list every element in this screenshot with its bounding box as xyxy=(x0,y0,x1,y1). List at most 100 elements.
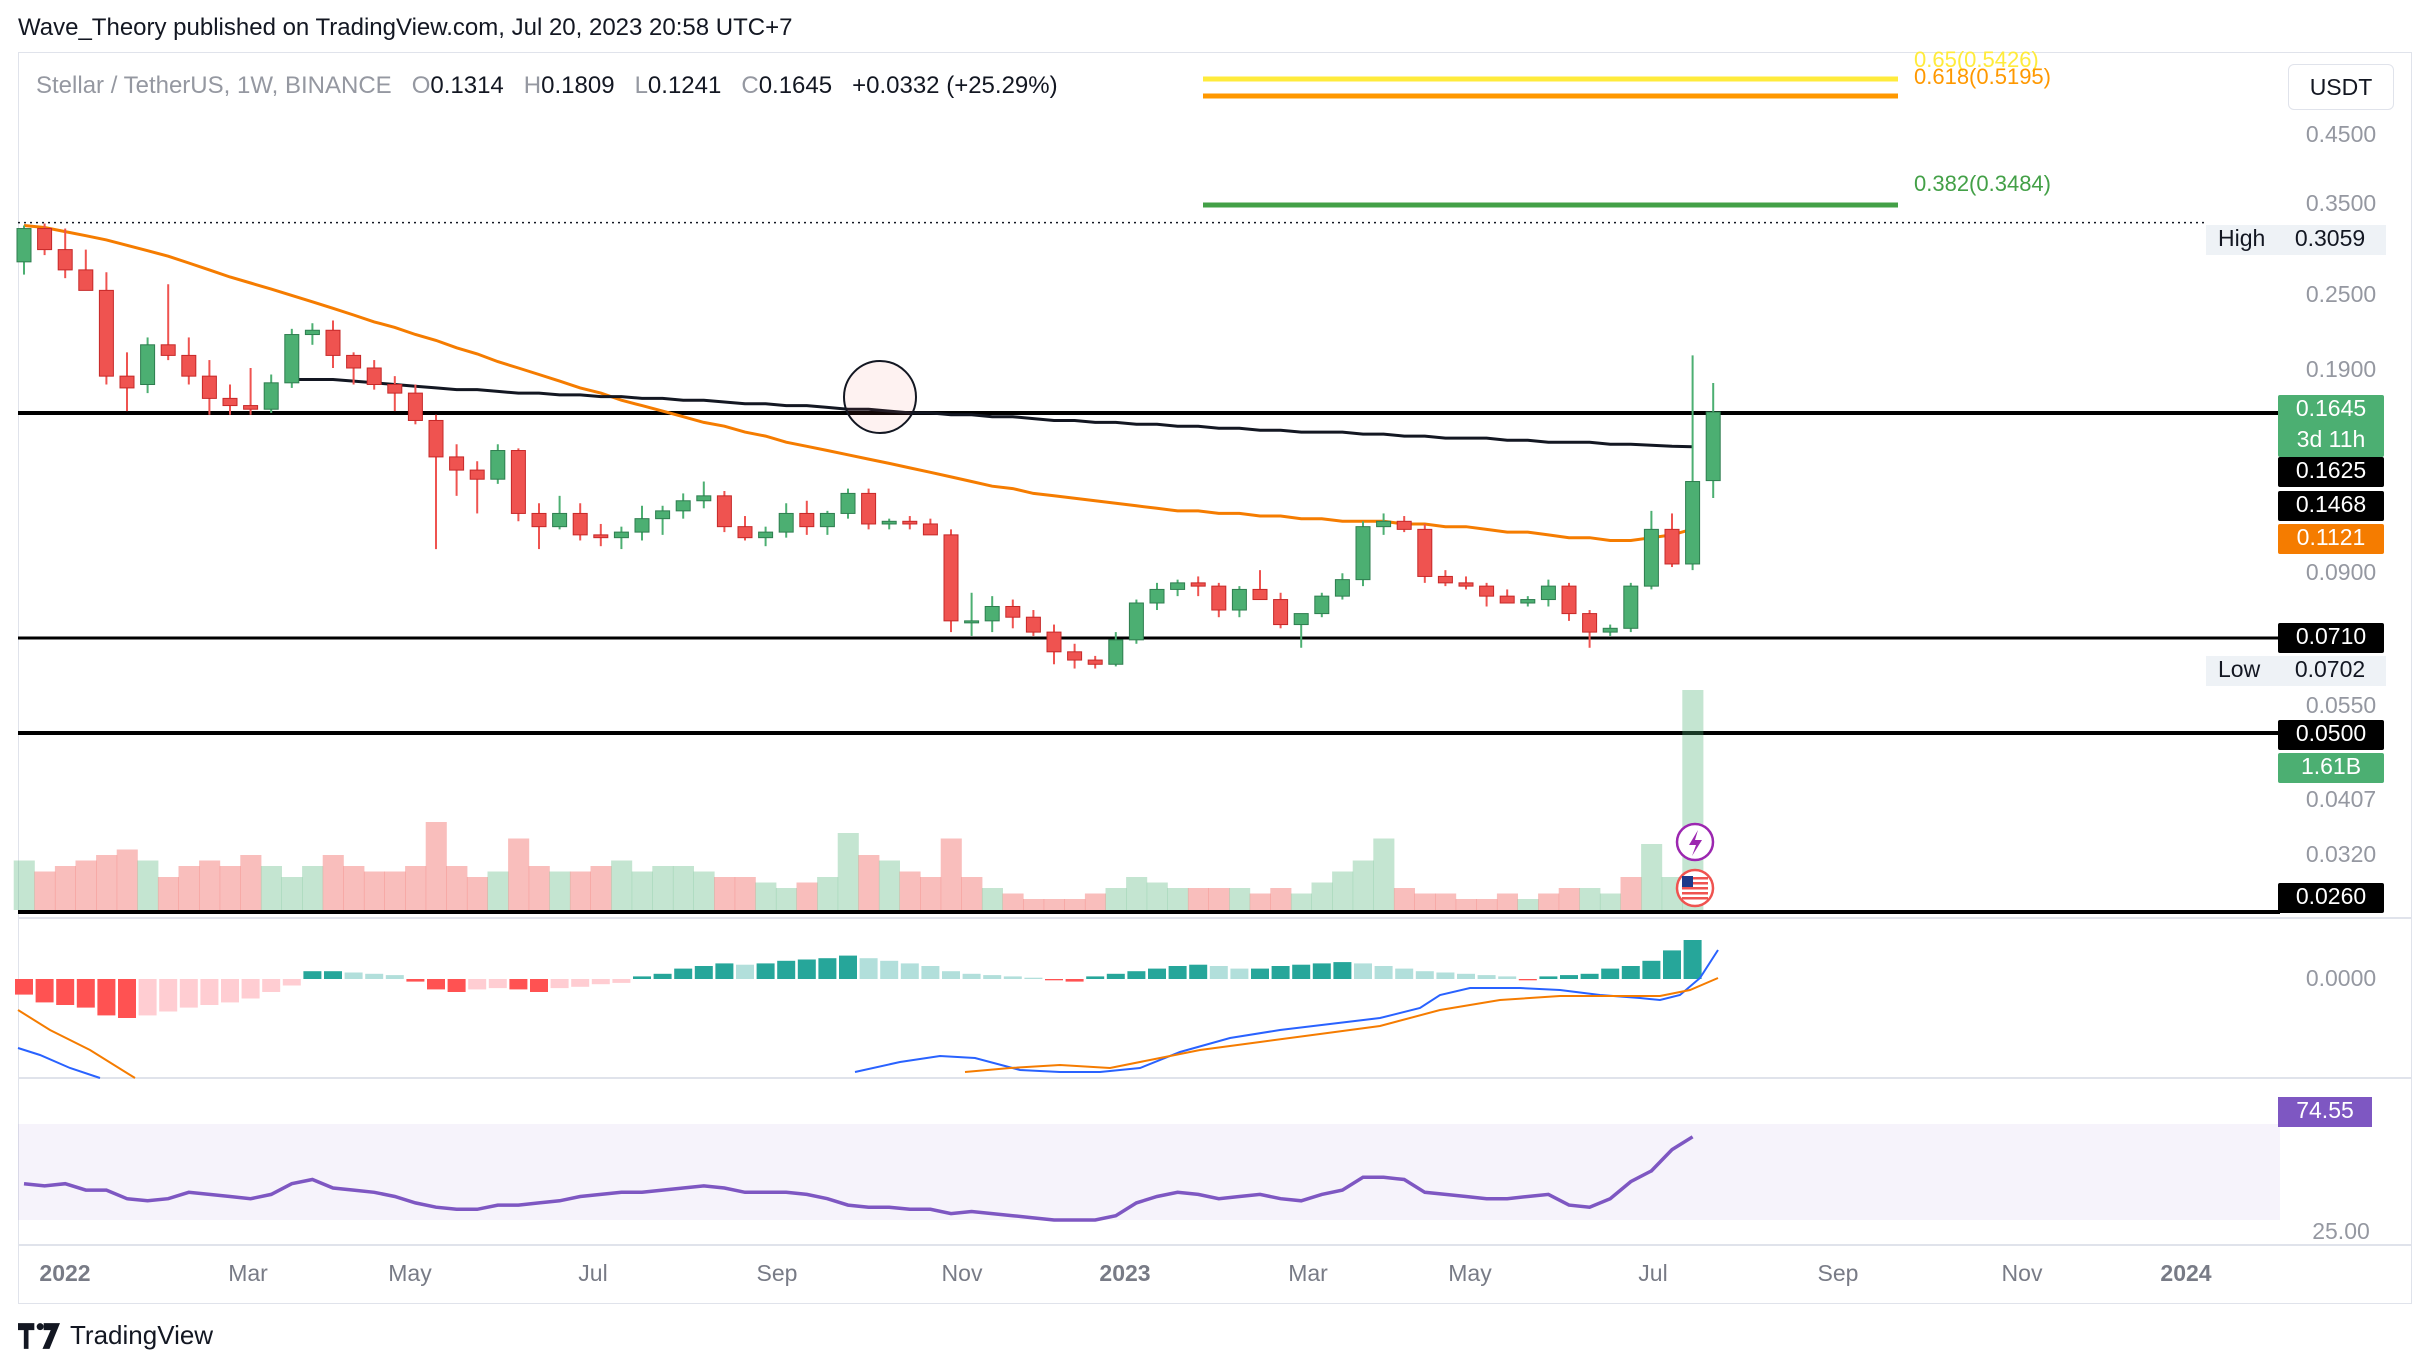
low-tag: Low 0.0702 xyxy=(2206,656,2386,686)
candle-body xyxy=(160,344,176,356)
price-tick-label: 0.4500 xyxy=(2306,121,2376,147)
candle-body xyxy=(1211,585,1227,611)
flag-stripe xyxy=(1682,887,1708,890)
price-label-1.61B: 1.61B xyxy=(2278,753,2384,783)
volume-bar xyxy=(1002,893,1024,910)
volume-bar xyxy=(1146,882,1168,910)
candle-body xyxy=(1582,613,1598,633)
volume-bar xyxy=(1311,882,1333,910)
price-tick-label: 0.2500 xyxy=(2306,281,2376,307)
macd-histogram-bar xyxy=(1436,972,1455,979)
price-label-0.1121-bg xyxy=(2278,524,2384,554)
macd-histogram-bar xyxy=(777,960,796,979)
price-tick-label: 0.0407 xyxy=(2306,786,2376,812)
legend-h-label: H xyxy=(523,72,542,99)
volume-bar xyxy=(549,871,571,910)
volume-bar xyxy=(1229,888,1251,910)
candle-body xyxy=(1499,595,1515,604)
macd-zero-label: 0.0000 xyxy=(2306,965,2376,991)
macd-histogram-bar xyxy=(1560,975,1578,979)
candle-body xyxy=(1520,599,1536,604)
volume-bar xyxy=(1558,888,1580,910)
candle-body xyxy=(1602,627,1618,633)
volume-bar xyxy=(1187,888,1209,910)
price-label-0.0500: 0.0500 xyxy=(2278,720,2384,750)
candle-body xyxy=(304,329,320,336)
rsi-value-bg xyxy=(2278,1097,2372,1127)
candle-body xyxy=(552,512,568,528)
candle-body xyxy=(1293,613,1309,626)
volume-bar xyxy=(466,877,488,910)
candle-body xyxy=(655,510,671,520)
volume-bar xyxy=(1270,888,1292,910)
volume-bar xyxy=(817,877,839,910)
volume-bar xyxy=(837,833,859,910)
macd-histogram-bar xyxy=(179,979,198,1008)
volume-bar xyxy=(672,866,694,910)
high-tag-label: High xyxy=(2218,225,2265,251)
candle-body xyxy=(799,512,815,528)
macd-histogram-bar xyxy=(1518,979,1537,981)
macd-histogram-bar xyxy=(282,979,301,986)
volume-bar xyxy=(1455,899,1477,910)
volume-bar xyxy=(446,866,468,910)
volume-bar xyxy=(631,871,653,910)
flag-stripe xyxy=(1682,897,1708,900)
macd-histogram-bar xyxy=(694,966,713,979)
candle-body xyxy=(1643,528,1659,587)
candle-body xyxy=(1458,582,1474,587)
macd-histogram-bar xyxy=(1148,968,1166,979)
candle-body xyxy=(902,520,918,525)
time-tick-label: Mar xyxy=(228,1260,268,1286)
macd-histogram-bar xyxy=(1457,973,1475,979)
candle-body xyxy=(346,354,362,369)
time-tick-label: May xyxy=(1448,1260,1492,1286)
time-tick-label: Nov xyxy=(2002,1260,2043,1286)
macd-histogram-bar xyxy=(1580,973,1599,979)
rsi-value-text: 74.55 xyxy=(2296,1097,2354,1123)
candle-body xyxy=(1705,411,1721,482)
candle-body xyxy=(778,512,794,533)
macd-histogram-bar xyxy=(1292,964,1311,979)
volume-bar xyxy=(178,866,200,910)
volume-bar xyxy=(569,871,591,910)
price-tick-label: 0.0900 xyxy=(2306,559,2376,585)
macd-histogram-bar xyxy=(612,979,631,983)
fib-label-0.65: 0.65(0.5426) xyxy=(1914,47,2039,72)
candle-body xyxy=(1376,520,1392,528)
macd-histogram-bar xyxy=(509,979,528,990)
macd-histogram-bar xyxy=(406,979,425,982)
candle-body xyxy=(1087,659,1103,665)
macd-histogram-bar xyxy=(303,971,322,979)
volume-bar xyxy=(1538,893,1560,910)
volume-bar xyxy=(425,822,447,910)
volume-bar xyxy=(878,860,900,910)
candle-body xyxy=(201,375,217,399)
currency-button[interactable]: USDT xyxy=(2288,64,2394,110)
price-label-0.0500-text: 0.0500 xyxy=(2296,720,2366,746)
price-tick-label: 0.1900 xyxy=(2306,356,2376,382)
volume-bar xyxy=(1517,899,1539,910)
candle-body xyxy=(449,456,465,471)
candle-body xyxy=(1149,588,1165,604)
time-tick-label: 2022 xyxy=(39,1260,90,1286)
low-tag-value: 0.0702 xyxy=(2295,656,2365,682)
volume-bar xyxy=(1290,893,1312,910)
price-label-0.0710-bg xyxy=(2278,623,2384,653)
volume-bar xyxy=(34,871,56,910)
macd-histogram-bar xyxy=(1477,975,1496,979)
volume-bar xyxy=(611,860,633,910)
volume-bar xyxy=(219,866,241,910)
candle-body xyxy=(861,492,877,525)
price-label-0.1121: 0.1121 xyxy=(2278,524,2384,554)
price-tick-label: 0.3500 xyxy=(2306,190,2376,216)
candle-body xyxy=(78,269,94,291)
macd-histogram-bar xyxy=(97,979,116,1016)
legend-l-label: L xyxy=(634,72,648,99)
price-label-1.61B-text: 1.61B xyxy=(2301,753,2361,779)
volume-bar xyxy=(157,877,179,910)
volume-bar xyxy=(405,866,427,910)
volume-bar xyxy=(981,888,1003,910)
tradingview-logo[interactable]: TradingView xyxy=(18,1320,213,1351)
